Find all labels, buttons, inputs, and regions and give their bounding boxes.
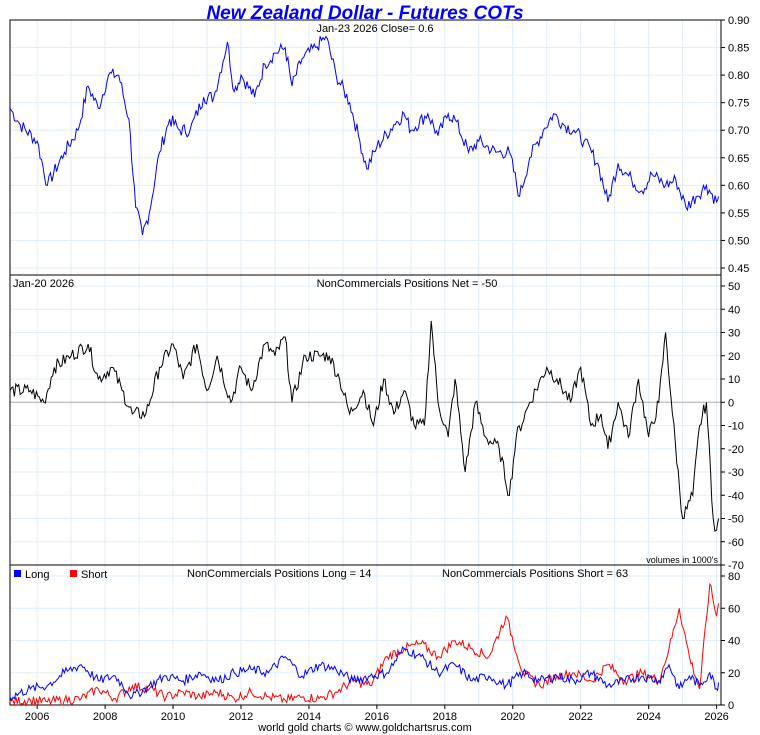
y-tick-label: -20 (728, 444, 744, 456)
y-tick-label: 0 (728, 397, 734, 409)
x-tick-label: 2016 (365, 711, 389, 723)
long-header: NonCommercials Positions Long = 14 (187, 568, 371, 580)
y-tick-label: -70 (728, 560, 744, 572)
legend-long-label: Long (25, 569, 49, 581)
y-tick-label: 0.85 (728, 43, 749, 55)
x-tick-label: 2020 (501, 711, 525, 723)
y-tick-label: 0.75 (728, 98, 749, 110)
y-tick-label: -60 (728, 537, 744, 549)
y-tick-label: 40 (728, 636, 740, 648)
y-tick-label: 0.70 (728, 125, 749, 137)
short-positions-line (9, 582, 720, 707)
y-tick-label: 0.80 (728, 70, 749, 82)
y-tick-label: 0.60 (728, 180, 749, 192)
y-tick-label: 0 (728, 700, 734, 712)
y-tick-label: -10 (728, 421, 744, 433)
price-series-line (9, 35, 720, 235)
y-tick-label: 30 (728, 328, 740, 340)
x-tick-label: 2024 (636, 711, 660, 723)
y-tick-label: 0.90 (728, 15, 749, 27)
x-tick-label: 2026 (704, 711, 728, 723)
long-positions-line (9, 646, 720, 702)
y-tick-label: 0.45 (728, 263, 749, 275)
x-tick-label: 2014 (297, 711, 321, 723)
x-tick-label: 2010 (161, 711, 185, 723)
x-tick-label: 2018 (433, 711, 457, 723)
y-tick-label: 50 (728, 281, 740, 293)
y-tick-label: 20 (728, 668, 740, 680)
short-header: NonCommercials Positions Short = 63 (442, 568, 628, 580)
price-header: Jan-23 2026 Close= 0.6 (316, 23, 433, 35)
x-tick-label: 2008 (93, 711, 117, 723)
y-tick-label: -50 (728, 514, 744, 526)
footer-credit: world gold charts © www.goldchartsrus.co… (258, 722, 472, 734)
y-tick-label: 80 (728, 571, 740, 583)
net-date-label: Jan-20 2026 (13, 278, 74, 290)
y-tick-label: 0.50 (728, 235, 749, 247)
legend-short-swatch (70, 570, 77, 577)
y-tick-label: 40 (728, 304, 740, 316)
panel-frame (9, 564, 722, 706)
x-tick-label: 2006 (25, 711, 49, 723)
volume-note: volumes in 1000's (646, 555, 718, 565)
net-header: NonCommercials Positions Net = -50 (317, 278, 498, 290)
y-tick-label: -40 (728, 490, 744, 502)
y-tick-label: 0.65 (728, 153, 749, 165)
y-tick-label: 20 (728, 351, 740, 363)
chart-title: New Zealand Dollar - Futures COTs (206, 3, 524, 24)
x-tick-label: 2022 (568, 711, 592, 723)
legend-long-swatch (14, 570, 21, 577)
y-tick-label: -30 (728, 467, 744, 479)
y-tick-label: 0.55 (728, 208, 749, 220)
x-tick-label: 2012 (229, 711, 253, 723)
legend-short-label: Short (81, 569, 107, 581)
y-tick-label: 10 (728, 374, 740, 386)
net-positions-line (9, 320, 720, 533)
y-tick-label: 60 (728, 603, 740, 615)
